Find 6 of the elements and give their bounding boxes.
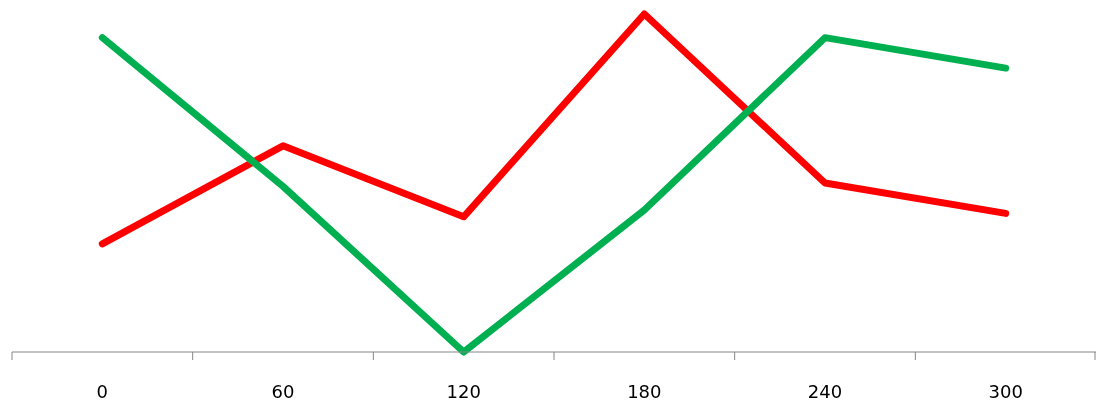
x-tick-label: 0 (96, 381, 109, 402)
x-tick-label: 60 (271, 381, 295, 402)
x-tick-label: 180 (627, 381, 662, 402)
x-tick-label: 120 (446, 381, 481, 402)
x-tick-label: 300 (988, 381, 1023, 402)
x-tick-label: 240 (807, 381, 843, 402)
